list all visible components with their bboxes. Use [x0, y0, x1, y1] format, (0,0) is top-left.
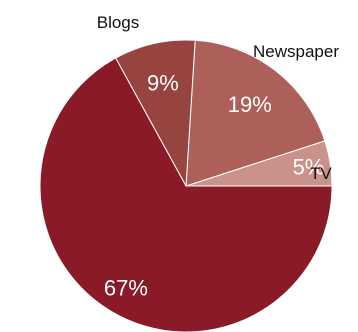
value-label-other: 67%: [104, 276, 148, 301]
value-label-blogs: 9%: [147, 71, 179, 96]
category-label-tv: TV: [310, 164, 332, 183]
value-label-tv: 5%: [293, 155, 325, 180]
pie-slice-blogs: [114, 39, 196, 188]
value-label-newspaper: 19%: [228, 92, 272, 117]
category-label-newspaper: Newspaper: [253, 42, 339, 61]
pie-slice-other: [39, 57, 333, 332]
category-label-blogs: Blogs: [97, 13, 140, 32]
pie-slice-newspaper: [185, 39, 326, 187]
